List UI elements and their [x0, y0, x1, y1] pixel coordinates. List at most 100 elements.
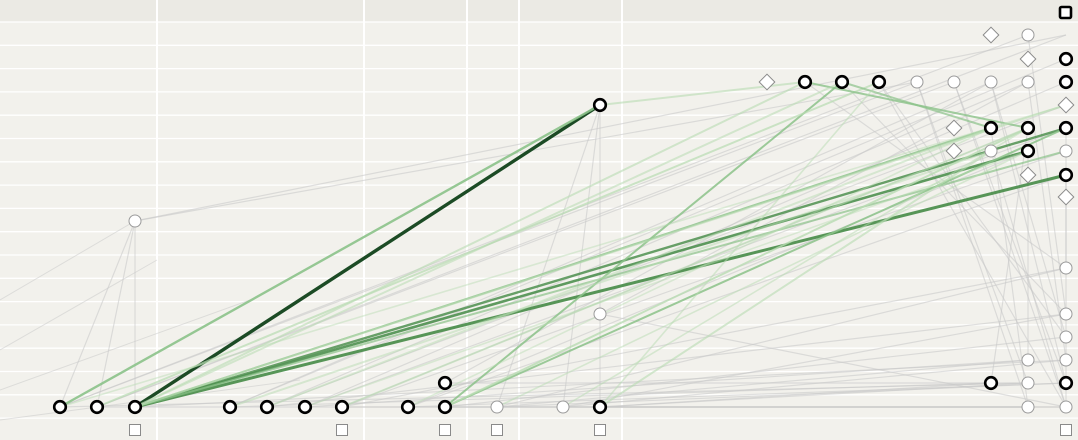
node-square	[1060, 424, 1072, 436]
green-edge	[134, 81, 843, 408]
node-square	[439, 424, 451, 436]
node-bold	[797, 74, 813, 90]
node-bold	[1058, 167, 1074, 183]
node-bold	[1020, 120, 1036, 136]
gray-edge	[229, 58, 1067, 408]
node-light	[1021, 75, 1035, 89]
green-edge	[266, 127, 992, 408]
node-light	[1021, 376, 1035, 390]
gray-edge	[953, 81, 1067, 384]
node-diamond	[945, 119, 963, 137]
gray-edge	[59, 220, 136, 408]
node-bold	[983, 120, 999, 136]
gray-edge	[407, 382, 1067, 408]
node-diamond	[945, 142, 963, 160]
green-edge	[133, 103, 602, 409]
node-bold	[592, 399, 608, 415]
node-bold	[1058, 375, 1074, 391]
gray-edge	[266, 313, 1067, 408]
node-diamond	[982, 26, 1000, 44]
green-edge	[229, 150, 992, 408]
node-bold	[1058, 120, 1074, 136]
node-light	[1021, 400, 1035, 414]
node-bold	[437, 375, 453, 391]
node-bold	[259, 399, 275, 415]
node-bold	[297, 399, 313, 415]
node-square	[336, 424, 348, 436]
node-light	[1059, 261, 1073, 275]
gray-edge	[599, 81, 1029, 315]
node-light	[128, 214, 142, 228]
node-light	[490, 400, 504, 414]
green-edge	[496, 150, 1029, 408]
node-light	[1059, 330, 1073, 344]
node-light	[1059, 307, 1073, 321]
node-light	[556, 400, 570, 414]
green-edge	[134, 81, 806, 408]
node-bold	[52, 399, 68, 415]
node-diamond	[1057, 96, 1075, 114]
node-square	[129, 424, 141, 436]
node-bold	[1058, 51, 1074, 67]
node-bold	[334, 399, 350, 415]
gray-edge	[599, 313, 1067, 408]
node-bold	[983, 375, 999, 391]
node-light	[1059, 400, 1073, 414]
green-edge	[841, 81, 992, 129]
node-bold	[1058, 74, 1074, 90]
node-diamond	[1019, 166, 1037, 184]
green-edge	[134, 104, 1067, 408]
green-edge	[133, 173, 1068, 409]
gray-edge-layer	[0, 34, 1067, 421]
gray-edge	[953, 81, 1067, 408]
green-edge	[599, 150, 992, 408]
node-square-bold	[1058, 5, 1073, 20]
node-bold	[127, 399, 143, 415]
gray-edge	[266, 81, 1029, 408]
gray-edge	[96, 220, 136, 408]
node-light	[1021, 353, 1035, 367]
gray-edge	[804, 81, 1067, 269]
gray-edge	[96, 34, 1067, 408]
node-light	[910, 75, 924, 89]
node-bold	[871, 74, 887, 90]
node-light	[947, 75, 961, 89]
gray-edge	[562, 104, 601, 408]
gray-edge	[990, 127, 1029, 384]
gray-edge	[0, 259, 158, 351]
gray-edge	[96, 81, 955, 408]
gray-edge	[341, 267, 1067, 408]
gray-edge	[59, 382, 1029, 408]
node-bold	[400, 399, 416, 415]
top-band	[0, 0, 1078, 22]
node-light	[1059, 144, 1073, 158]
gray-edge	[0, 220, 136, 301]
green-edge	[599, 81, 880, 408]
green-edge	[133, 149, 1030, 409]
green-edge	[562, 127, 1029, 408]
gray-edge	[878, 81, 1067, 338]
node-bold	[834, 74, 850, 90]
green-edge	[407, 127, 992, 408]
node-diamond	[758, 73, 776, 91]
node-light	[984, 75, 998, 89]
green-edge	[59, 104, 1067, 408]
node-light	[984, 144, 998, 158]
green-edge	[341, 127, 1029, 408]
gray-edge	[0, 299, 251, 391]
green-edge	[58, 103, 602, 409]
node-square	[594, 424, 606, 436]
gray-edge	[916, 81, 1029, 384]
gray-edge	[496, 104, 601, 408]
node-square	[491, 424, 503, 436]
green-edge	[444, 81, 843, 408]
green-edge	[304, 150, 1029, 408]
node-bold	[89, 399, 105, 415]
gray-edge	[304, 81, 1067, 408]
node-layer	[52, 5, 1075, 436]
node-bold	[222, 399, 238, 415]
gray-edge	[878, 81, 1067, 408]
gray-edge	[341, 150, 1067, 408]
node-diamond	[1057, 188, 1075, 206]
